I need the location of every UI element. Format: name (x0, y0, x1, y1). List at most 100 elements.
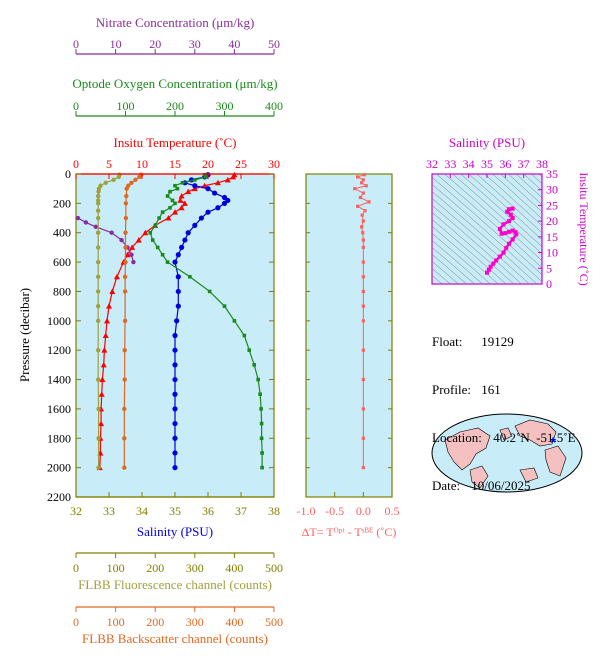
ts-point (510, 206, 515, 211)
temperature-point (178, 204, 185, 211)
temperature-point (106, 303, 112, 309)
ts-temperature-tick-label: 15 (546, 230, 558, 244)
nitrate-point (75, 215, 81, 221)
density-contour (531, 174, 542, 185)
oxygen-axis-tick-label: 100 (117, 99, 135, 113)
ts-point (507, 219, 511, 224)
location-value: 40.2˚N -51.5˚E (493, 430, 576, 445)
temperature-point (142, 229, 149, 236)
oxygen-point (260, 465, 264, 470)
nitrate-axis-tick-label: 30 (189, 37, 201, 51)
salinity-point (175, 252, 181, 258)
temperature-point (181, 200, 188, 206)
backscatter-axis-tick-label: 0 (73, 615, 79, 629)
salinity-axis-tick-label: 33 (103, 504, 115, 518)
oxygen-point (150, 238, 155, 242)
salinity-point (172, 347, 178, 353)
density-contour (432, 226, 499, 284)
temperature-point (224, 176, 231, 183)
oxygen-point (165, 260, 170, 264)
oxygen-axis-tick-label: 200 (166, 99, 184, 113)
ts-salinity-tick-label: 37 (518, 157, 530, 171)
backscatter-axis-tick-label: 400 (225, 615, 243, 629)
temperature-point (98, 420, 105, 427)
density-contour (435, 174, 542, 269)
density-contour (476, 174, 542, 234)
oxygen-point (157, 216, 161, 220)
temperature-point (178, 193, 185, 199)
float-info-block: Float: 19129 Profile: 161 Location: 40.2… (432, 302, 576, 510)
oxygen-point (207, 289, 212, 294)
pressure-tick-label: 1400 (47, 373, 71, 387)
oxygen-point (153, 223, 157, 228)
ts-point (510, 237, 515, 242)
oxygen-point (160, 252, 165, 257)
fluorescence-point (95, 318, 101, 324)
delta-t-point (358, 195, 363, 200)
salinity-point (198, 215, 204, 221)
density-contour (452, 174, 542, 255)
fluorescence-point (95, 193, 101, 199)
oxygen-point (256, 377, 260, 382)
salinity-point (172, 435, 178, 441)
density-contour (432, 247, 475, 284)
salinity-point (172, 259, 178, 265)
salinity-point (185, 230, 191, 236)
backscatter-point (122, 274, 128, 279)
oxygen-point (202, 172, 207, 177)
ts-diagram-marks (422, 57, 552, 284)
nitrate-axis-tick-label: 20 (149, 37, 161, 51)
salinity-point (212, 190, 218, 196)
salinity-point (215, 205, 221, 211)
salinity-point (174, 318, 180, 324)
pressure-tick-label: 1000 (47, 314, 71, 328)
delta-t-tick-label: -1.0 (297, 504, 316, 518)
ts-point (507, 241, 511, 246)
ts-temperature-tick-label: 5 (546, 261, 552, 275)
salinity-point (205, 186, 211, 192)
temperature-axis-tick-label: 30 (268, 157, 280, 171)
fluorescence-axis-tick-label: 100 (107, 561, 125, 575)
density-contour (432, 198, 530, 284)
density-contour (523, 174, 542, 192)
delta-t-point (361, 319, 365, 323)
profile-plot-marks (75, 171, 264, 471)
salinity-axis-tick-label: 36 (202, 504, 214, 518)
density-contour (492, 174, 542, 220)
fluorescence-axis-tick-label: 400 (225, 561, 243, 575)
ts-point (499, 231, 504, 236)
pressure-tick-label: 200 (53, 196, 71, 210)
profile-row: Profile: 161 (432, 382, 576, 398)
backscatter-axis-tick-label: 300 (186, 615, 204, 629)
float-value: 19129 (481, 334, 514, 349)
temperature-point (135, 237, 142, 243)
density-contour (460, 174, 542, 248)
temperature-axis-title: Insitu Temperature (˚C) (113, 135, 236, 150)
salinity-point (172, 420, 178, 427)
temperature-point (101, 347, 108, 353)
density-contour (422, 57, 552, 172)
pressure-tick-label: 1200 (47, 343, 71, 357)
ts-salinity-tick-label: 36 (499, 157, 511, 171)
ts-point (507, 207, 511, 212)
temperature-axis-tick-label: 10 (136, 157, 148, 171)
fluorescence-point (103, 180, 108, 186)
backscatter-point (123, 245, 128, 250)
salinity-axis-title: Salinity (PSU) (137, 524, 213, 539)
date-label: Date: (432, 478, 461, 493)
pressure-tick-label: 2000 (47, 461, 71, 475)
delta-t-point (361, 289, 365, 294)
fluorescence-axis-tick-label: 200 (146, 561, 164, 575)
backscatter-point (124, 186, 129, 191)
ts-salinity-axis-title: Salinity (PSU) (449, 135, 525, 150)
backscatter-point (123, 201, 129, 206)
ts-temperature-axis-title: Insitu Temperature (˚C) (577, 172, 591, 286)
nitrate-point (109, 230, 114, 235)
ts-point (505, 209, 510, 214)
continent-shape (499, 427, 513, 441)
density-contour (484, 174, 542, 227)
nitrate-axis-tick-label: 10 (110, 37, 122, 51)
ts-point (507, 229, 511, 234)
pressure-axis-title: Pressure (decibar) (17, 288, 32, 382)
